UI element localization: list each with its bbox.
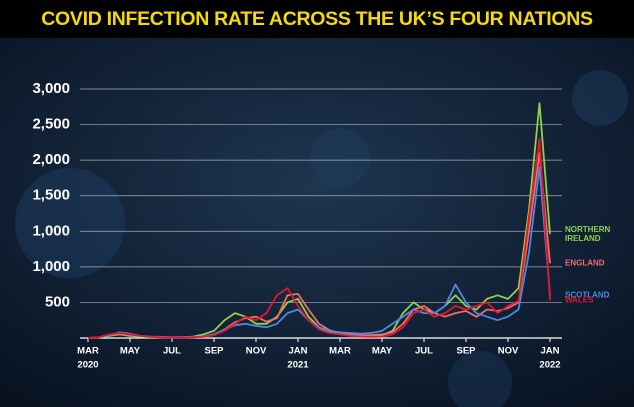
y-tick-label: 1,500 — [32, 187, 70, 204]
virus-decoration — [310, 128, 370, 188]
series-line — [87, 137, 551, 339]
y-tick-label: 2,000 — [32, 151, 70, 168]
legend-label: NORTHERN IRELAND — [565, 225, 611, 244]
x-tick-label: MAR — [77, 346, 99, 357]
x-tick-label: NOV — [246, 346, 267, 357]
virus-decoration — [572, 70, 628, 126]
x-tick-label: MAY — [372, 346, 393, 357]
x-tick-label: JUL — [415, 346, 433, 357]
y-tick-label: 500 — [45, 293, 70, 310]
x-tick-label: MAY — [120, 346, 141, 357]
virus-decoration — [448, 351, 512, 407]
x-year-label: 2021 — [287, 360, 309, 371]
y-tick-label: 2,500 — [32, 116, 70, 133]
x-tick-label: JUL — [163, 346, 181, 357]
x-tick-label: MAR — [329, 346, 351, 357]
y-tick-label: 3,000 — [32, 80, 70, 97]
y-tick-label: 1,000 — [32, 258, 70, 275]
x-year-label: 2022 — [539, 360, 560, 371]
chart-title: COVID INFECTION RATE ACROSS THE UK’S FOU… — [0, 0, 634, 38]
x-tick-label: JAN — [540, 346, 559, 357]
legend-label: ENGLAND — [565, 258, 605, 268]
x-tick-label: NOV — [498, 346, 519, 357]
chart: 500 1,000 1,000 1,500 2,000 2,500 3,000 MAR 2020… — [0, 38, 634, 407]
legend-label: WALES — [565, 295, 594, 305]
x-tick-label: SEP — [204, 346, 224, 357]
x-tick-label: JAN — [288, 346, 307, 357]
legend-label: SCOTLAND — [565, 290, 610, 300]
x-tick-label: SEP — [456, 346, 476, 357]
x-year-label: 2020 — [77, 360, 98, 371]
y-tick-label: 1,000 — [32, 222, 70, 239]
